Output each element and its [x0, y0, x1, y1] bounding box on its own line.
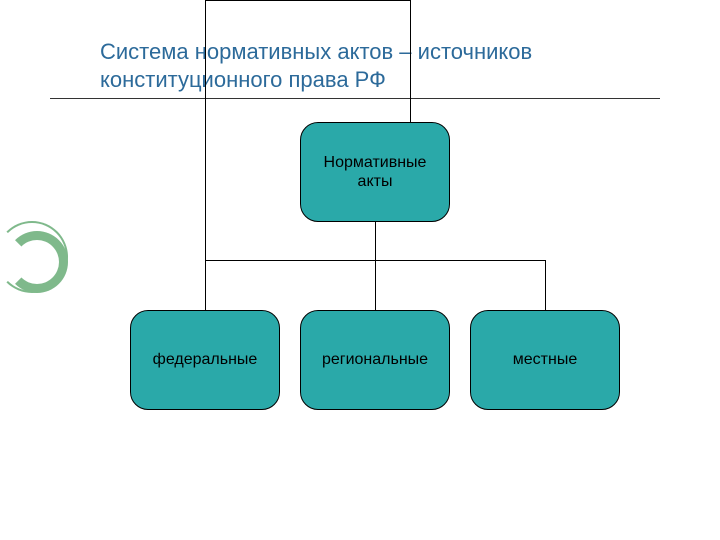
- node-child-federal: федеральные: [130, 310, 280, 410]
- connector-top-drop-left: [205, 0, 206, 260]
- node-child-regional: региональные: [300, 310, 450, 410]
- connector-child-1: [205, 260, 206, 310]
- connector-hbar: [205, 260, 545, 261]
- connector-root-stem: [375, 222, 376, 310]
- node-root: Нормативные акты: [300, 122, 450, 222]
- node-child-label: местные: [513, 350, 577, 369]
- page-title: Система нормативных актов – источников к…: [100, 38, 620, 93]
- node-root-label: Нормативные акты: [305, 153, 445, 191]
- title-underline: [50, 98, 660, 99]
- node-child-label: региональные: [322, 350, 428, 369]
- node-child-label: федеральные: [153, 350, 258, 369]
- node-child-local: местные: [470, 310, 620, 410]
- bullet-arc-inner: [6, 231, 68, 293]
- connector-child-3: [545, 260, 546, 310]
- connector-top-drop-right: [410, 0, 411, 122]
- connector-top-hbar: [205, 0, 410, 1]
